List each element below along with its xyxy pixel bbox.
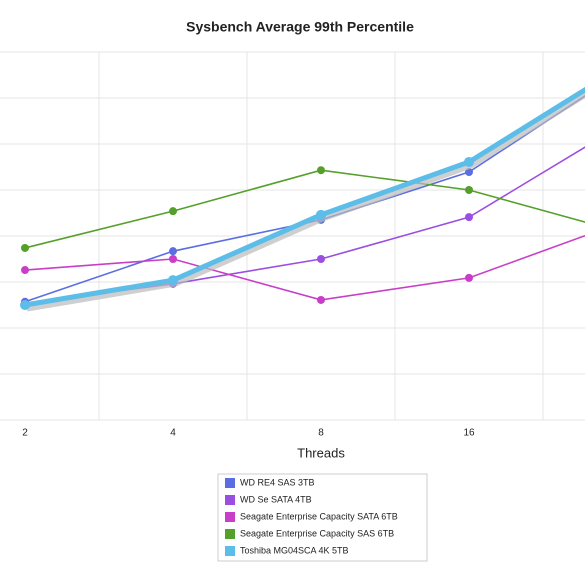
legend-label: WD RE4 SAS 3TB	[240, 477, 315, 487]
legend-box	[217, 473, 428, 562]
line	[24, 95, 585, 303]
point	[464, 156, 474, 167]
point	[169, 247, 177, 256]
legend: WD RE4 SAS 3TB WD Se SATA 4TB Seagate Ente…	[225, 477, 398, 556]
point	[317, 255, 325, 263]
legend-label: Toshiba MG04SCA 4K 5TB	[240, 545, 349, 555]
chart-title: Sysbench Average 99th Percentile	[186, 19, 414, 35]
point	[20, 300, 30, 310]
legend-swatch	[225, 529, 235, 539]
point	[465, 213, 473, 222]
point	[317, 166, 325, 175]
plot	[0, 51, 585, 421]
point	[169, 255, 177, 263]
legend-label: WD Se SATA 4TB	[240, 494, 312, 504]
point	[21, 243, 29, 252]
point	[316, 209, 326, 220]
line	[24, 86, 585, 308]
x-tick-label: 4	[170, 428, 176, 439]
legend-swatch	[225, 478, 235, 488]
x-tick-label: 16	[463, 428, 475, 439]
point	[465, 186, 473, 194]
legend-swatch	[225, 546, 235, 556]
point	[465, 273, 473, 282]
x-tick-label: 8	[318, 428, 324, 439]
legend-label: Seagate Enterprise Capacity SATA 6TB	[240, 511, 398, 521]
point	[168, 275, 178, 286]
point	[317, 295, 325, 304]
point	[169, 207, 177, 216]
x-axis-label: Threads	[297, 445, 345, 460]
x-tick-label: 2	[22, 428, 28, 439]
legend-swatch	[225, 495, 235, 505]
line	[24, 146, 585, 304]
legend-label: Seagate Enterprise Capacity SAS 6TB	[240, 528, 394, 538]
legend-swatch	[225, 512, 235, 522]
point	[21, 266, 29, 275]
